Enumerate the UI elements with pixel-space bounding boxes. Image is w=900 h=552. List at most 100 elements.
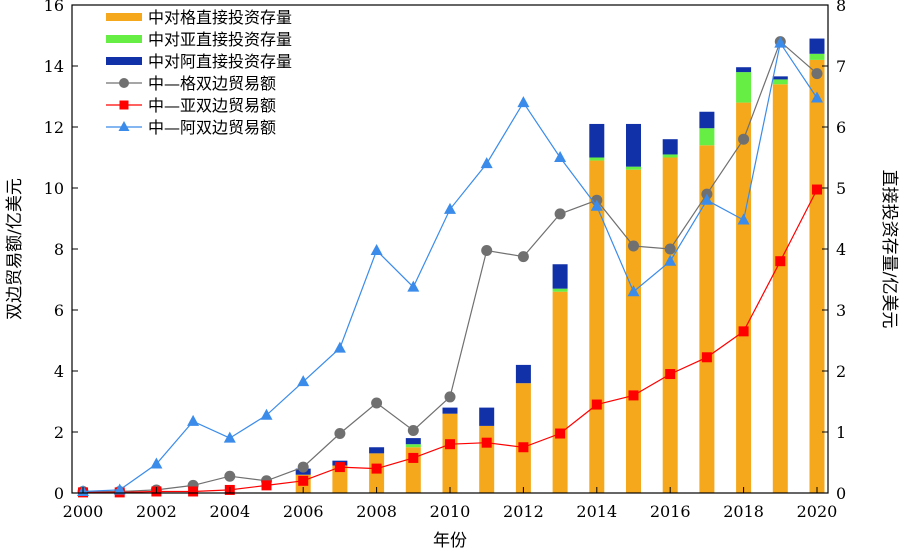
point-1-2016 <box>664 243 676 255</box>
point-1-2008 <box>371 397 383 409</box>
point-2-2019 <box>775 256 786 267</box>
point-1-2012 <box>517 251 529 263</box>
point-1-2010 <box>444 391 456 403</box>
bar-3-2008 <box>369 447 385 454</box>
y-right-tick-label: 1 <box>836 423 846 442</box>
bar-3-2010 <box>442 407 458 414</box>
x-tick-label: 2012 <box>503 502 544 521</box>
y-right-tick-label: 6 <box>836 118 846 137</box>
point-3-2001 <box>113 483 126 495</box>
bar-1-2013 <box>552 291 568 493</box>
x-tick-label: 2000 <box>63 502 104 521</box>
point-2-2010 <box>445 439 455 450</box>
y-right-tick-label: 2 <box>836 362 846 381</box>
point-2-2020 <box>811 184 822 195</box>
point-2-2016 <box>665 369 676 380</box>
legend-label-4: 中—格双边贸易额 <box>148 74 276 93</box>
bar-3-2020 <box>809 38 825 54</box>
point-3-2002 <box>150 457 163 469</box>
bar-2-2019 <box>772 79 788 85</box>
bar-2-2009 <box>405 444 421 448</box>
lines-layer <box>77 36 823 498</box>
legend-swatch-3 <box>106 57 142 65</box>
y-right-tick-label: 8 <box>836 0 846 15</box>
x-tick-label: 2004 <box>209 502 250 521</box>
legend-marker-4 <box>119 78 129 88</box>
point-3-2010 <box>444 202 456 214</box>
bar-1-2018 <box>736 102 752 493</box>
point-1-2007 <box>334 428 346 440</box>
point-3-2020 <box>810 91 823 103</box>
bar-3-2017 <box>699 111 715 129</box>
y-left-tick-label: 10 <box>44 179 64 198</box>
legend-label-5: 中—亚双边贸易额 <box>148 96 276 115</box>
point-3-2006 <box>297 375 310 387</box>
x-tick-label: 2016 <box>650 502 691 521</box>
point-1-2011 <box>481 245 493 257</box>
point-3-2009 <box>407 280 420 292</box>
point-2-2018 <box>738 326 749 337</box>
legend-swatch-1 <box>106 13 142 21</box>
point-1-2018 <box>738 133 750 145</box>
bar-1-2014 <box>589 160 605 494</box>
point-2-2009 <box>408 452 419 463</box>
point-2-2007 <box>334 462 345 473</box>
point-2-2005 <box>261 480 272 491</box>
point-3-2015 <box>627 285 640 297</box>
x-tick-label: 2008 <box>356 502 397 521</box>
legend-marker-5 <box>119 100 129 110</box>
point-3-2008 <box>370 244 383 256</box>
y-left-tick-label: 2 <box>54 423 64 442</box>
y-right-tick-label: 5 <box>836 179 846 198</box>
x-tick-label: 2010 <box>430 502 471 521</box>
point-3-2007 <box>333 341 346 353</box>
point-2-2006 <box>298 475 309 486</box>
bar-2-2016 <box>662 154 678 158</box>
bar-3-2015 <box>625 123 641 167</box>
bar-1-2019 <box>772 84 788 494</box>
legend-label-1: 中对格直接投资存量 <box>148 8 292 27</box>
point-1-2015 <box>627 240 639 252</box>
bar-3-2016 <box>662 139 678 155</box>
point-3-2012 <box>517 96 530 108</box>
bar-3-2018 <box>736 67 752 73</box>
point-2-2013 <box>555 428 566 439</box>
point-3-2005 <box>260 408 273 420</box>
bar-2-2018 <box>736 72 752 103</box>
bar-1-2010 <box>442 413 458 493</box>
legend-label-2: 中对亚直接投资存量 <box>148 30 292 49</box>
point-3-2016 <box>664 254 677 266</box>
y-right-tick-label: 4 <box>836 240 846 259</box>
x-tick-label: 2002 <box>136 502 177 521</box>
legend-label-6: 中—阿双边贸易额 <box>148 118 276 137</box>
bar-1-2017 <box>699 145 715 494</box>
point-1-2013 <box>554 208 566 220</box>
point-3-2019 <box>774 36 787 48</box>
bar-2-2015 <box>625 166 641 170</box>
bar-2-2014 <box>589 157 605 161</box>
y-left-tick-label: 16 <box>44 0 64 15</box>
legend-swatch-2 <box>106 35 142 43</box>
bar-1-2016 <box>662 157 678 493</box>
legend-marker-6 <box>118 121 130 131</box>
bar-1-2011 <box>479 425 495 493</box>
y-right-tick-label: 7 <box>836 57 846 76</box>
point-2-2014 <box>591 399 602 410</box>
bar-3-2019 <box>772 76 788 80</box>
point-2-2011 <box>481 437 492 448</box>
legend: 中对格直接投资存量中对亚直接投资存量中对阿直接投资存量中—格双边贸易额中—亚双边… <box>106 8 292 137</box>
point-3-2004 <box>223 431 236 443</box>
y-left-tick-label: 8 <box>54 240 64 259</box>
bars-layer <box>295 38 825 494</box>
bar-1-2015 <box>625 169 641 493</box>
x-tick-label: 2006 <box>283 502 324 521</box>
point-3-2017 <box>700 193 713 205</box>
y-left-tick-label: 12 <box>44 118 64 137</box>
y-axis-left-title: 双边贸易额/亿美元 <box>5 178 25 320</box>
y-axis-right-title: 直接投资存量/亿美元 <box>879 170 899 329</box>
bar-2-2017 <box>699 128 715 146</box>
bar-1-2012 <box>515 383 531 493</box>
x-tick-label: 2014 <box>576 502 617 521</box>
